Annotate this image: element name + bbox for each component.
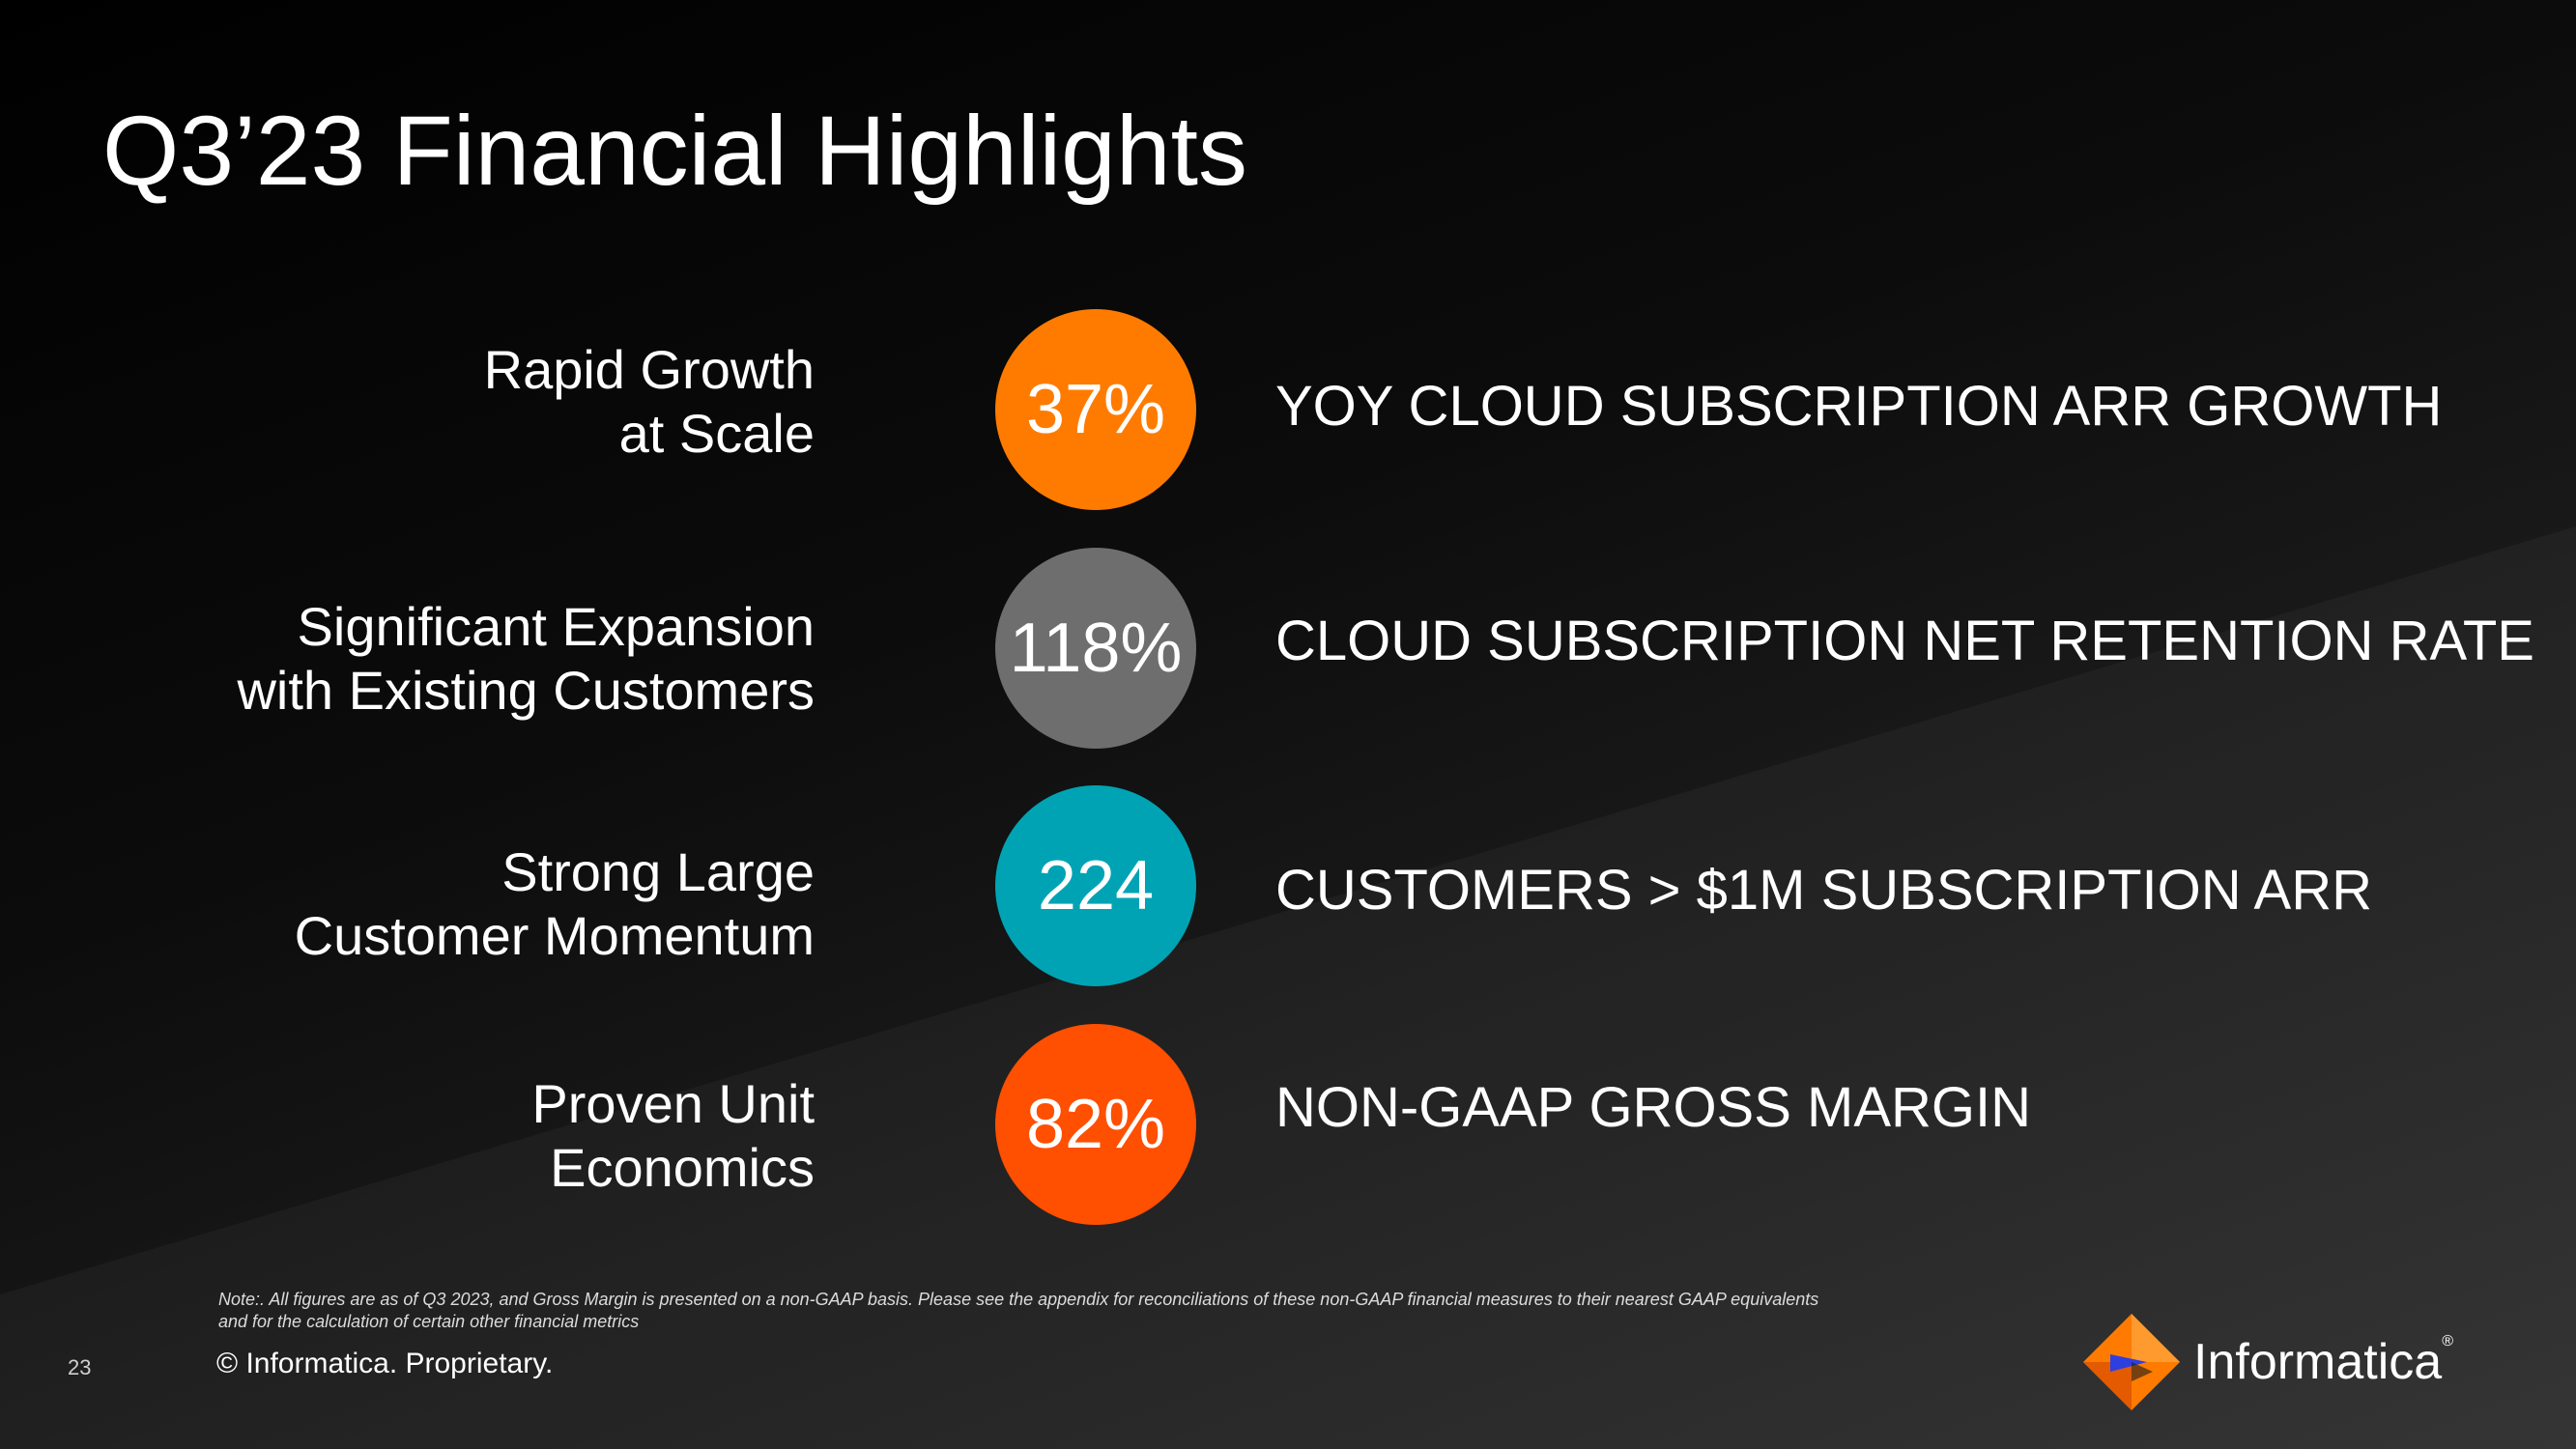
row-label-unit-economics: Proven Unit Economics — [531, 1073, 815, 1198]
row-label-rapid-growth: Rapid Growth at Scale — [483, 339, 815, 464]
metric-circle-arr-growth: 37% — [995, 309, 1196, 510]
metric-value: 118% — [1009, 610, 1183, 687]
metric-description: NON-GAAP GROSS MARGIN — [1275, 1076, 2032, 1139]
page-title: Q3’23 Financial Highlights — [102, 96, 1247, 206]
informatica-logo: Informatica® — [2083, 1312, 2453, 1412]
page-number: 23 — [68, 1355, 92, 1379]
copyright: © Informatica. Proprietary. — [216, 1348, 554, 1379]
logo-mark-icon — [2083, 1314, 2180, 1410]
metric-description: CUSTOMERS > $1M SUBSCRIPTION ARR — [1275, 859, 2372, 922]
metric-description: YOY CLOUD SUBSCRIPTION ARR GROWTH — [1275, 375, 2443, 438]
row-label-large-customer: Strong Large Customer Momentum — [294, 841, 815, 966]
metric-description: CLOUD SUBSCRIPTION NET RETENTION RATE — [1275, 610, 2534, 672]
metric-value: 37% — [1025, 371, 1166, 448]
logo-text: Informatica® — [2193, 1333, 2454, 1390]
row-label-expansion: Significant Expansion with Existing Cust… — [237, 596, 815, 721]
footnote: Note:. All figures are as of Q3 2023, an… — [218, 1290, 1819, 1331]
metric-value: 82% — [1025, 1086, 1166, 1163]
metric-circle-customers: 224 — [995, 785, 1196, 986]
metric-value: 224 — [1037, 847, 1155, 924]
metric-circle-gross-margin: 82% — [995, 1024, 1196, 1225]
metric-circle-net-retention: 118% — [995, 548, 1196, 749]
